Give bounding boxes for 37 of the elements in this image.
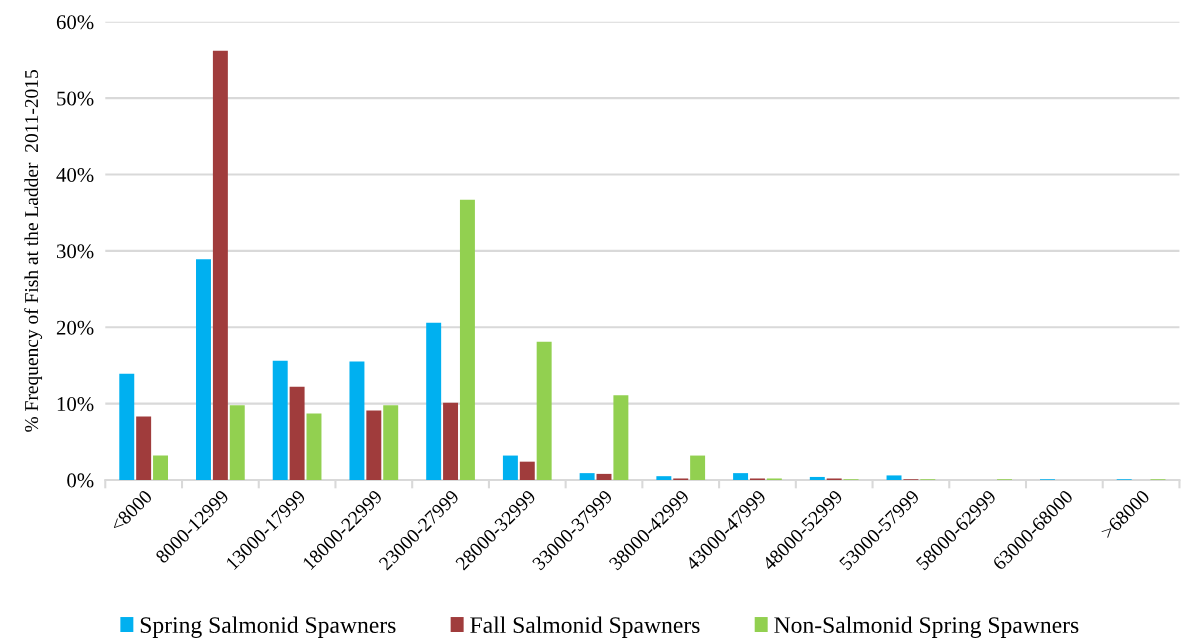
bar [519, 461, 535, 480]
bar [426, 322, 442, 480]
bar [502, 455, 518, 480]
bar [690, 455, 706, 480]
legend-label: Fall Salmonid Spawners [470, 616, 700, 638]
y-tick-label: 40% [56, 167, 94, 183]
bar [383, 405, 399, 480]
bar [579, 473, 595, 480]
bar [119, 373, 135, 480]
bar [366, 410, 382, 480]
bar [136, 416, 152, 480]
bar [306, 413, 322, 480]
bar [272, 360, 288, 480]
bar [886, 475, 902, 480]
y-tick-label: 10% [57, 397, 94, 412]
y-tick-label: 30% [56, 244, 94, 259]
bar [196, 259, 211, 480]
y-tick-label: 60% [56, 15, 94, 30]
bar [656, 476, 672, 480]
bar [443, 402, 459, 480]
bar [212, 50, 228, 480]
bar [349, 361, 365, 480]
y-axis-title: % Frequency of Fish at the Ladder 2011-2015 [24, 70, 43, 432]
y-tick-label: 50% [57, 91, 94, 106]
bar [536, 341, 552, 480]
bar [809, 476, 825, 480]
y-tick-label: 0% [67, 473, 94, 488]
bar [229, 405, 245, 480]
bar [153, 455, 169, 480]
bar [733, 473, 749, 480]
legend-label: Spring Salmonid Spawners [140, 616, 396, 638]
bar [613, 395, 629, 480]
bar [289, 386, 305, 480]
y-tick-label: 20% [56, 320, 94, 335]
bar [596, 473, 612, 480]
bar [459, 199, 475, 480]
legend-label: Non-Salmonid Spring Spawners [774, 616, 1079, 638]
